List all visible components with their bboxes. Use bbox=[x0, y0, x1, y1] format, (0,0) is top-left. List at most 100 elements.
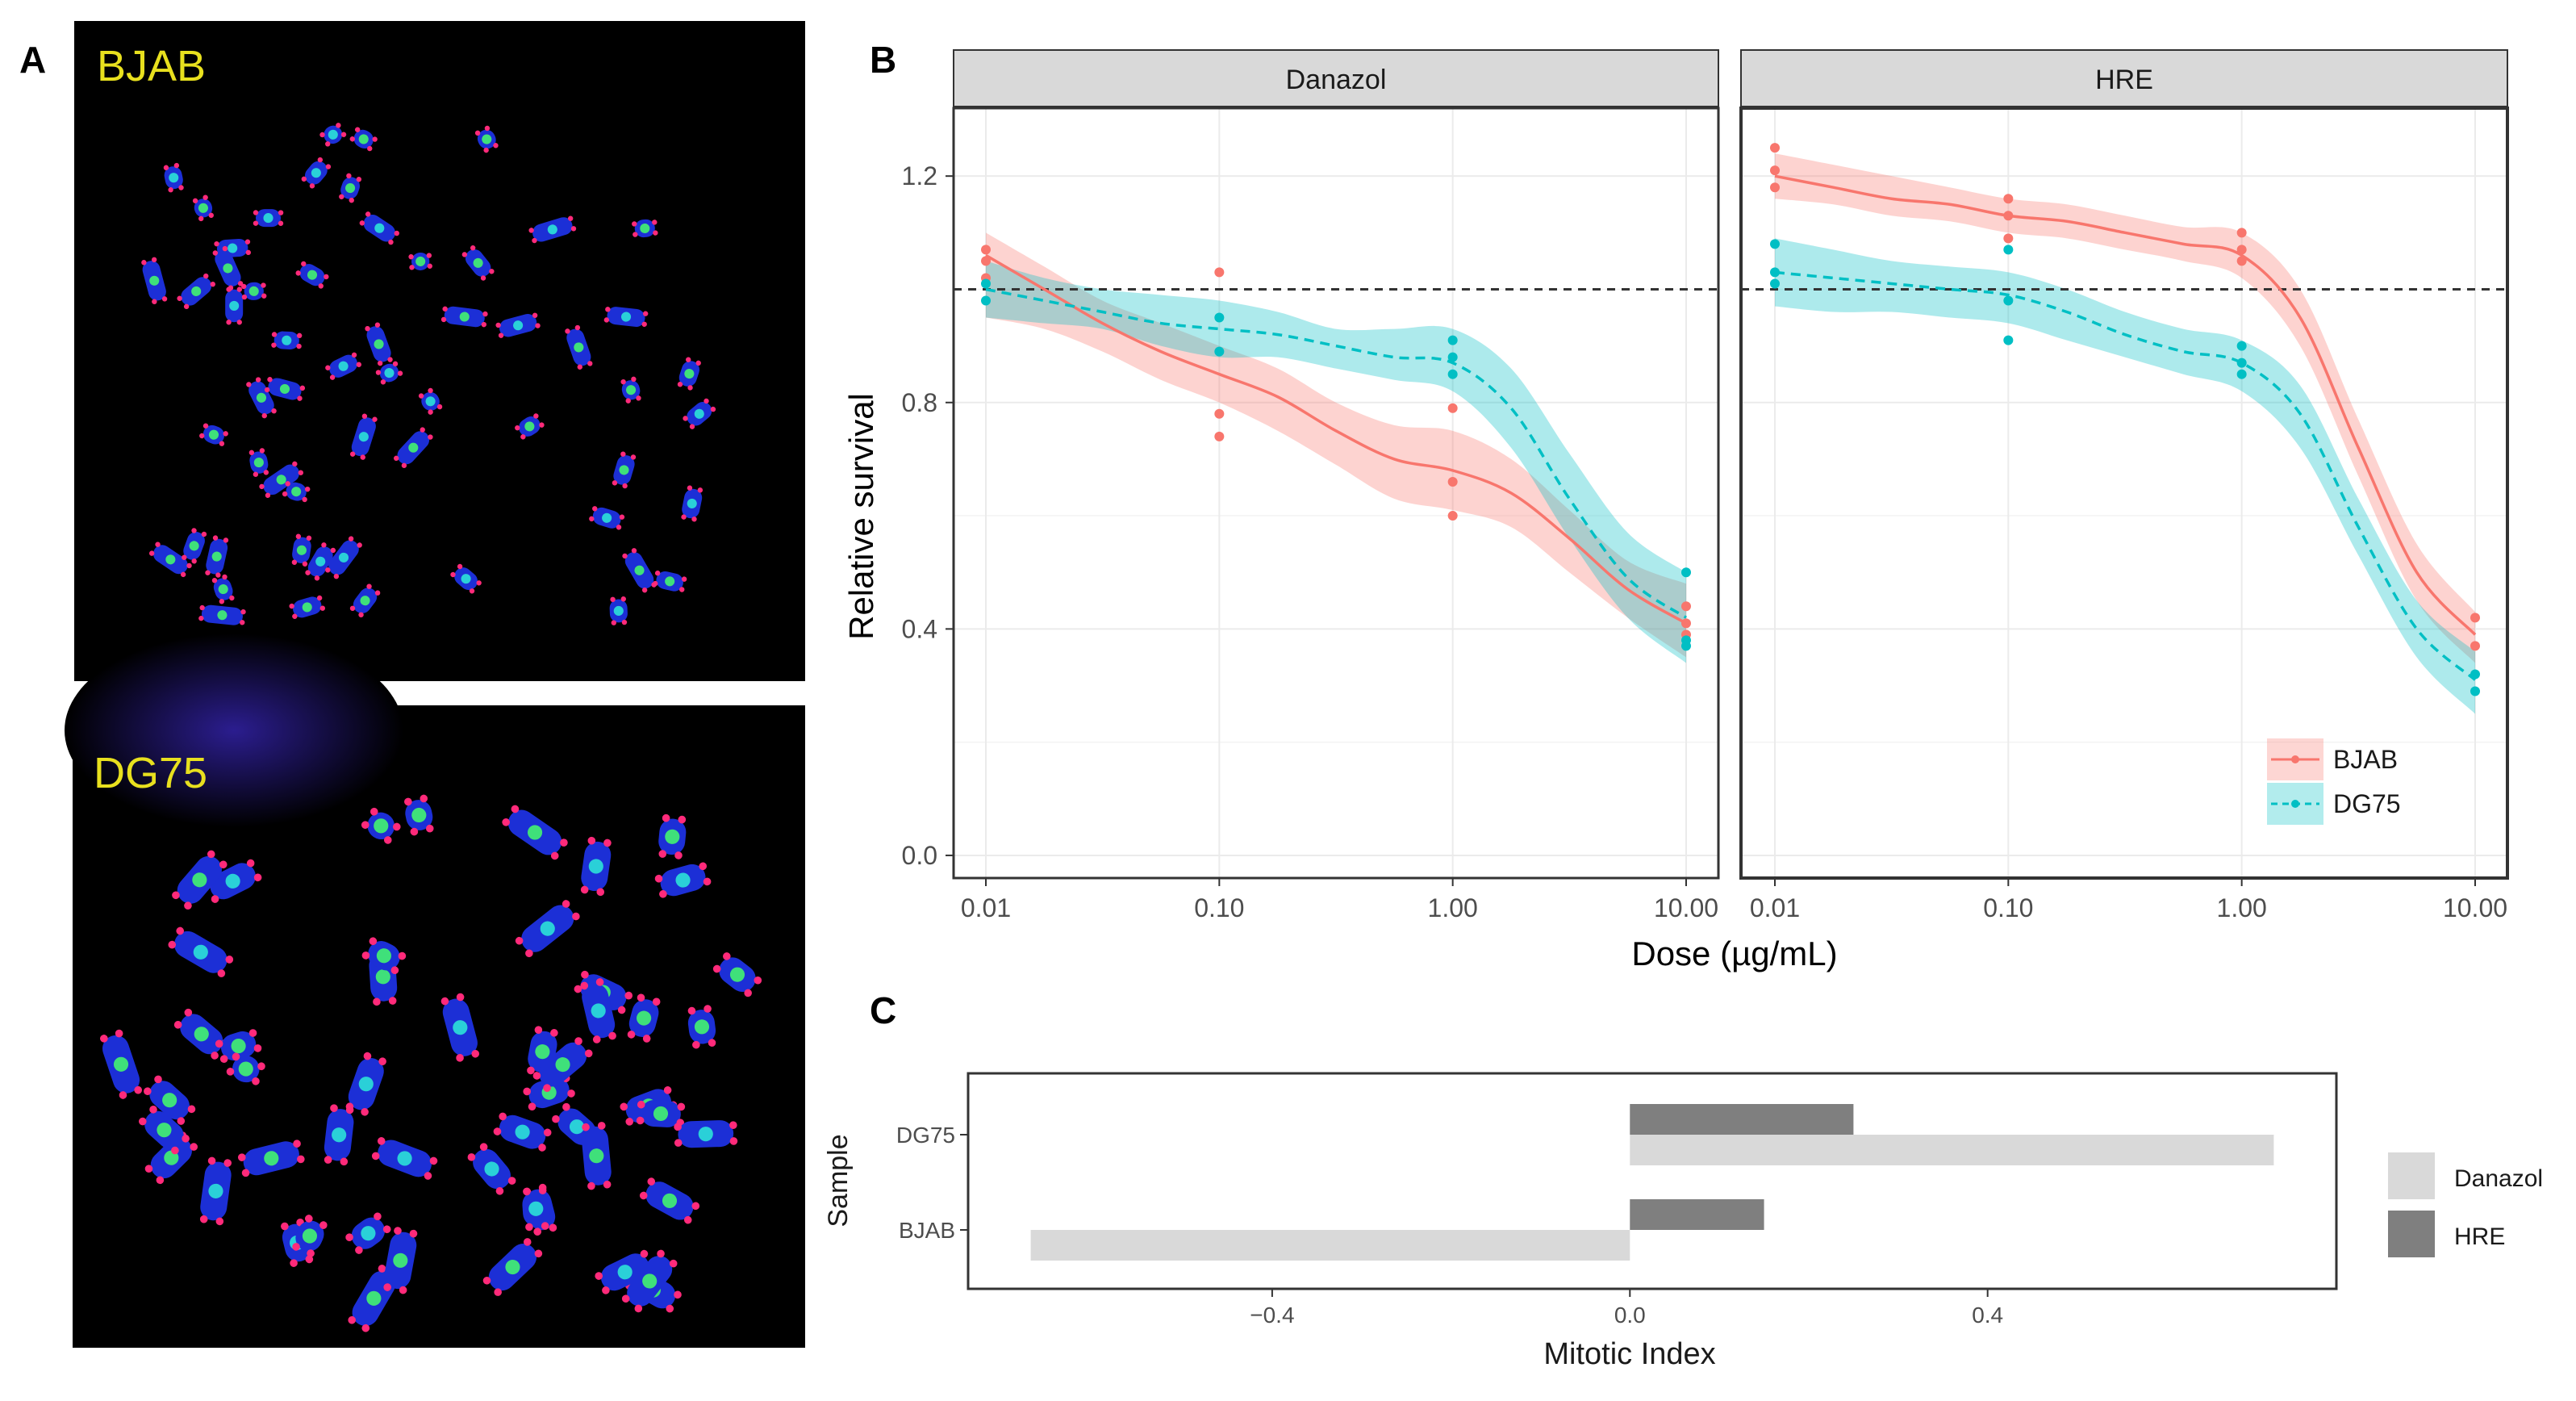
data-point-bjab bbox=[1681, 618, 1691, 629]
data-point-dg75 bbox=[2003, 295, 2014, 306]
chromosome bbox=[289, 595, 326, 619]
chromosome bbox=[172, 850, 228, 910]
chromosome bbox=[253, 209, 284, 228]
y-axis-title-c: Sample bbox=[823, 1134, 854, 1227]
chromosome bbox=[532, 1037, 593, 1093]
chromosome bbox=[522, 1186, 550, 1232]
chromosome bbox=[621, 1249, 678, 1313]
data-point-dg75 bbox=[2236, 358, 2247, 368]
fit-line-dg75-danazol bbox=[985, 287, 1687, 619]
chromosome bbox=[361, 807, 401, 844]
chromosome bbox=[440, 306, 488, 328]
chromosome bbox=[632, 219, 658, 238]
chromosome bbox=[212, 245, 244, 291]
y-tick-label: 1.2 bbox=[902, 161, 937, 190]
data-point-dg75 bbox=[2236, 369, 2247, 379]
fit-line-bjab-danazol bbox=[985, 253, 1687, 625]
chromosome bbox=[620, 376, 641, 404]
chromosome bbox=[138, 1105, 190, 1155]
data-point-dg75 bbox=[1681, 567, 1691, 578]
x-tick-label: 10.00 bbox=[2443, 893, 2507, 922]
data-point-bjab bbox=[2470, 613, 2480, 623]
chromosome bbox=[580, 836, 612, 897]
chromosome bbox=[182, 528, 207, 564]
confidence-band-dg75-danazol bbox=[986, 261, 1686, 663]
data-point-bjab bbox=[1214, 408, 1225, 419]
confidence-band-bjab-danazol bbox=[986, 232, 1686, 658]
data-point-dg75 bbox=[981, 278, 991, 289]
chromosome bbox=[627, 993, 661, 1043]
x-tick-label-c: 0.4 bbox=[1972, 1303, 2003, 1328]
chromosome bbox=[681, 485, 703, 522]
legend-label-hre: HRE bbox=[2454, 1223, 2505, 1250]
data-point-dg75 bbox=[1770, 239, 1780, 249]
chromosome bbox=[141, 257, 168, 304]
axis-ticks: 0.01 0.10 1.00 10.00 0.01 0.10 1.00 10.00 0.0 0.4… bbox=[902, 161, 2508, 922]
panel-a-image-dg75: DG75 bbox=[65, 634, 805, 1348]
data-point-bjab bbox=[981, 245, 991, 255]
image-label-bjab: BJAB bbox=[97, 42, 206, 90]
data-point-bjab bbox=[1447, 403, 1458, 413]
chromosome bbox=[325, 352, 362, 380]
y-tick-label-c: DG75 bbox=[896, 1123, 955, 1148]
chromosome bbox=[198, 604, 246, 625]
data-point-bjab bbox=[1770, 182, 1780, 193]
chromosome bbox=[205, 535, 229, 578]
x-tick-label: 1.00 bbox=[2217, 893, 2267, 922]
x-tick-label: 0.10 bbox=[1983, 893, 2033, 922]
data-points bbox=[981, 143, 2480, 696]
data-point-dg75 bbox=[1214, 346, 1225, 357]
plot-area-danazol bbox=[954, 108, 1718, 878]
chromosome bbox=[683, 398, 716, 429]
x-tick-label-c: −0.4 bbox=[1250, 1303, 1294, 1328]
chromosome bbox=[654, 862, 712, 898]
chromosome bbox=[282, 481, 311, 503]
x-tick-label: 1.00 bbox=[1428, 893, 1478, 922]
data-point-bjab bbox=[2470, 641, 2480, 651]
chromosome bbox=[345, 1212, 391, 1254]
panel-b-dose-response-chart: Danazol HRE 0.01 0.10 1.00 10.00 0.01 0.10 1.0… bbox=[842, 49, 2509, 972]
y-tick-label: 0.8 bbox=[902, 388, 937, 417]
chromosome bbox=[502, 805, 568, 860]
chromosome bbox=[271, 331, 303, 349]
data-point-dg75 bbox=[2470, 686, 2480, 696]
chromosome bbox=[359, 211, 399, 245]
confidence-band-bjab-hre bbox=[1775, 153, 2475, 663]
chromosome bbox=[173, 1008, 229, 1060]
data-point-bjab bbox=[2003, 233, 2014, 244]
x-tick-label: 10.00 bbox=[1654, 893, 1718, 922]
chromosome bbox=[674, 1120, 738, 1148]
data-point-bjab bbox=[1770, 143, 1780, 153]
chromosome bbox=[371, 1137, 438, 1180]
panel-label-b: B bbox=[870, 39, 896, 81]
panel-label-a: A bbox=[19, 39, 46, 81]
bar-dg75-hre bbox=[1630, 1104, 1854, 1135]
chromosome bbox=[636, 1099, 686, 1127]
chromosome bbox=[177, 273, 215, 310]
chromosome bbox=[349, 583, 381, 617]
x-tick-label: 0.01 bbox=[961, 893, 1011, 922]
chromosome bbox=[168, 926, 234, 977]
bar-dg75-danazol bbox=[1630, 1135, 2274, 1165]
chromosome bbox=[199, 1156, 232, 1226]
chromosome bbox=[325, 536, 362, 579]
legend-label-dg75: DG75 bbox=[2333, 789, 2401, 818]
frame-danazol bbox=[952, 107, 1720, 880]
chromosome bbox=[237, 1140, 305, 1177]
chromosome bbox=[408, 252, 432, 270]
chromosome bbox=[589, 506, 625, 530]
chromosome bbox=[292, 1215, 328, 1257]
chromosome bbox=[493, 1112, 552, 1152]
chromosome bbox=[144, 1075, 196, 1125]
chromosome bbox=[581, 1122, 612, 1190]
x-tick-label: 0.10 bbox=[1194, 893, 1244, 922]
chromosome bbox=[225, 286, 244, 325]
y-tick-label-c: BJAB bbox=[899, 1218, 955, 1243]
data-point-bjab bbox=[1681, 601, 1691, 612]
chromosome bbox=[295, 261, 329, 289]
x-tick-label-c: 0.0 bbox=[1614, 1303, 1646, 1328]
data-point-bjab bbox=[2003, 211, 2014, 221]
chromosome bbox=[515, 413, 545, 440]
panel-label-c: C bbox=[870, 989, 896, 1031]
